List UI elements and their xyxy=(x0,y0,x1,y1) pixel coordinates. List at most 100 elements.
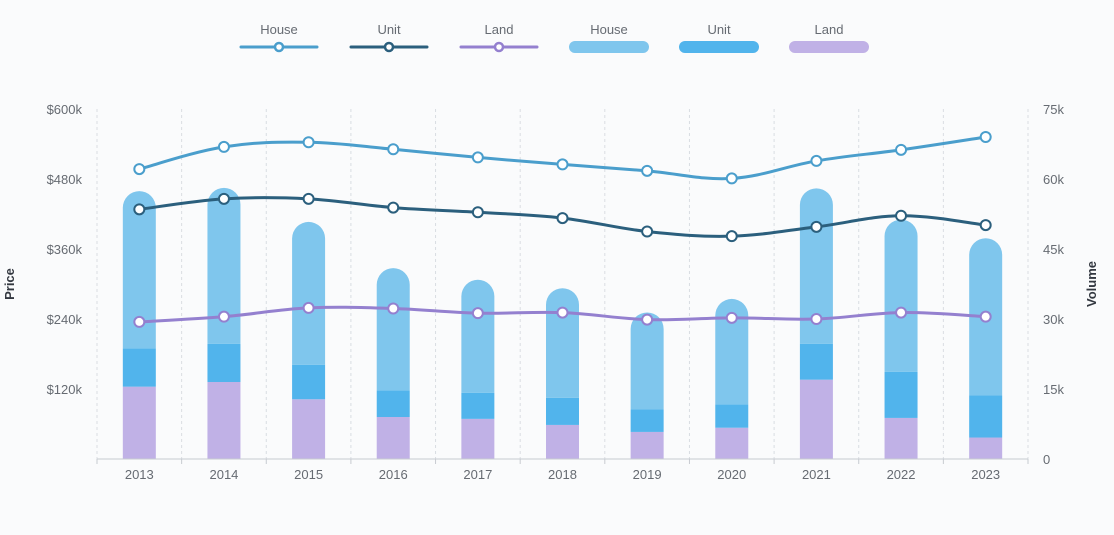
point-house-2019 xyxy=(641,164,654,177)
point-land-2023 xyxy=(979,310,992,323)
bar-unit-2019 xyxy=(630,409,664,432)
point-house-2023 xyxy=(979,131,992,143)
bar-land-2022 xyxy=(884,417,918,459)
y-right-tick-label: 30k xyxy=(1043,312,1064,327)
bar-house-2022 xyxy=(884,219,918,372)
x-tick-label-2016: 2016 xyxy=(379,467,408,482)
point-land-2018 xyxy=(556,306,569,319)
point-house-2015 xyxy=(302,136,315,149)
y-left-tick-label: $240k xyxy=(47,312,83,327)
x-tick-label-2018: 2018 xyxy=(548,467,577,482)
point-unit-2013 xyxy=(133,203,146,216)
y-left-tick-label: $600k xyxy=(47,102,83,117)
y-right-tick-label: 15k xyxy=(1043,382,1064,397)
point-unit-2022 xyxy=(895,209,908,222)
point-land-2020 xyxy=(725,311,738,324)
bar-land-2020 xyxy=(715,427,749,459)
bar-land-2013 xyxy=(122,386,156,459)
x-tick-label-2019: 2019 xyxy=(633,467,662,482)
bar-land-2016 xyxy=(376,417,410,459)
y-right-tick-label: 0 xyxy=(1043,452,1050,467)
legend: House Unit Land House Unit Land xyxy=(239,22,869,53)
bar-unit-2021 xyxy=(799,343,833,380)
point-unit-2016 xyxy=(387,201,400,214)
x-tick-label-2017: 2017 xyxy=(463,467,492,482)
y-right-axis-title: Volume xyxy=(1084,261,1099,307)
bar-house-2015 xyxy=(292,221,326,365)
point-house-2018 xyxy=(556,158,569,171)
x-tick-label-2013: 2013 xyxy=(125,467,154,482)
x-tick-label-2021: 2021 xyxy=(802,467,831,482)
point-unit-2017 xyxy=(471,206,484,219)
point-land-2016 xyxy=(387,302,400,315)
legend-swatch-unit-bar xyxy=(679,41,759,53)
grid-lines xyxy=(96,109,1029,459)
legend-label-house-bar: House xyxy=(590,22,628,37)
legend-marker-house-line xyxy=(273,41,285,53)
point-land-2021 xyxy=(810,313,823,325)
y-right-tick-label: 45k xyxy=(1043,242,1064,257)
bar-land-2021 xyxy=(799,379,833,459)
point-house-2022 xyxy=(895,143,908,156)
legend-label-unit-line: Unit xyxy=(377,22,401,37)
legend-label-unit-bar: Unit xyxy=(707,22,731,37)
point-land-2022 xyxy=(895,306,908,319)
bar-unit-2020 xyxy=(715,404,749,428)
bar-land-2014 xyxy=(207,382,241,459)
bar-unit-2015 xyxy=(292,364,326,400)
y-right-tick-label: 60k xyxy=(1043,172,1064,187)
bar-layer xyxy=(122,187,1003,459)
bar-unit-2018 xyxy=(546,397,579,425)
legend-marker-land-line xyxy=(493,41,505,53)
x-tick-label-2020: 2020 xyxy=(717,467,746,482)
point-house-2016 xyxy=(387,143,400,156)
y-left-axis-title: Price xyxy=(2,268,17,300)
point-unit-2021 xyxy=(810,220,823,233)
legend-marker-unit-line xyxy=(383,41,395,53)
y-left-tick-label: $360k xyxy=(47,242,83,257)
point-unit-2014 xyxy=(217,192,230,205)
x-tick-label-2014: 2014 xyxy=(209,467,238,482)
bar-unit-2023 xyxy=(969,395,1003,438)
point-land-2013 xyxy=(133,315,146,328)
bar-land-2023 xyxy=(969,437,1003,459)
y-right-tick-label: 75k xyxy=(1043,102,1064,117)
legend-label-land-bar: Land xyxy=(815,22,844,37)
bar-unit-2013 xyxy=(122,348,156,387)
bar-land-2019 xyxy=(630,431,664,459)
bar-house-2017 xyxy=(461,279,495,393)
x-tick-label-2015: 2015 xyxy=(294,467,323,482)
bar-house-2020 xyxy=(715,298,749,405)
x-tick-label-2022: 2022 xyxy=(887,467,916,482)
bar-land-2017 xyxy=(461,418,495,459)
x-tick-label-2023: 2023 xyxy=(971,467,1000,482)
point-land-2015 xyxy=(302,301,315,314)
point-unit-2018 xyxy=(556,212,569,225)
point-unit-2023 xyxy=(979,219,992,232)
bar-house-2013 xyxy=(122,191,156,349)
legend-label-land-line: Land xyxy=(485,22,514,37)
point-unit-2019 xyxy=(641,225,654,238)
legend-swatch-house-bar xyxy=(569,41,649,53)
bar-house-2016 xyxy=(376,268,410,391)
point-house-2017 xyxy=(471,151,484,164)
point-house-2013 xyxy=(133,163,146,176)
point-unit-2020 xyxy=(725,230,738,243)
point-unit-2015 xyxy=(302,192,315,205)
bar-house-2019 xyxy=(630,312,664,410)
point-land-2017 xyxy=(471,307,484,320)
bar-unit-2014 xyxy=(207,343,241,382)
y-left-tick-label: $120k xyxy=(47,382,83,397)
point-house-2020 xyxy=(725,172,738,185)
bar-land-2015 xyxy=(292,399,326,459)
point-land-2014 xyxy=(217,310,230,323)
bar-house-2018 xyxy=(546,288,579,398)
legend-swatch-land-bar xyxy=(789,41,869,53)
point-house-2014 xyxy=(217,140,230,153)
y-left-tick-label: $480k xyxy=(47,172,83,187)
point-land-2019 xyxy=(641,313,654,326)
axes-layer: 2013 2014 2015 2016 2017 2018 2019 2020 2021 2022… xyxy=(2,102,1099,482)
line-layer xyxy=(133,131,992,328)
